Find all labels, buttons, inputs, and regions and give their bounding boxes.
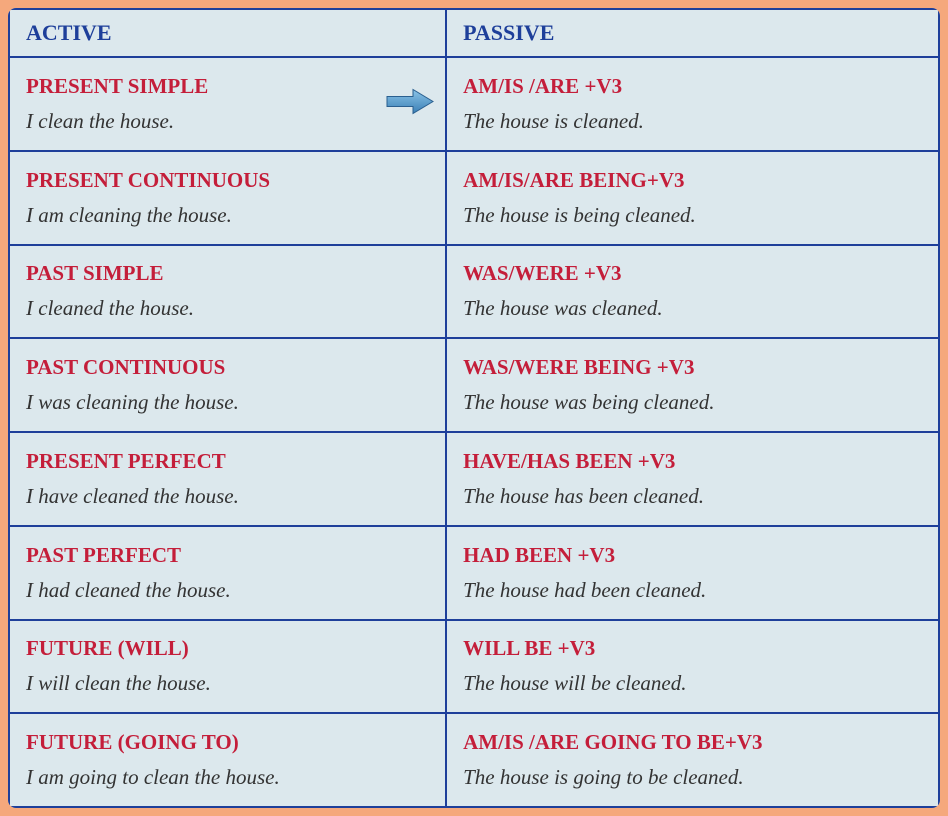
example-text: The house is cleaned.	[463, 109, 922, 134]
tense-label: AM/IS /ARE +V3	[463, 74, 922, 99]
table-row: PAST PERFECT I had cleaned the house. HA…	[9, 526, 939, 620]
passive-cell: WAS/WERE BEING +V3 The house was being c…	[446, 338, 939, 432]
example-text: I am cleaning the house.	[26, 203, 429, 228]
tense-label: AM/IS /ARE GOING TO BE+V3	[463, 730, 922, 755]
active-cell: FUTURE (WILL) I will clean the house.	[9, 620, 446, 714]
table-row: PAST CONTINUOUS I was cleaning the house…	[9, 338, 939, 432]
example-text: The house had been cleaned.	[463, 578, 922, 603]
tense-label: HAD BEEN +V3	[463, 543, 922, 568]
example-text: The house is going to be cleaned.	[463, 765, 922, 790]
example-text: I had cleaned the house.	[26, 578, 429, 603]
arrow-icon	[385, 86, 435, 121]
active-cell: PAST CONTINUOUS I was cleaning the house…	[9, 338, 446, 432]
active-cell: PRESENT PERFECT I have cleaned the house…	[9, 432, 446, 526]
active-cell: FUTURE (GOING TO) I am going to clean th…	[9, 713, 446, 807]
tense-label: FUTURE (GOING TO)	[26, 730, 429, 755]
tense-label: PAST SIMPLE	[26, 261, 429, 286]
example-text: The house will be cleaned.	[463, 671, 922, 696]
example-text: I cleaned the house.	[26, 296, 429, 321]
active-cell: PAST PERFECT I had cleaned the house.	[9, 526, 446, 620]
active-cell: PAST SIMPLE I cleaned the house.	[9, 245, 446, 339]
example-text: The house was being cleaned.	[463, 390, 922, 415]
example-text: The house is being cleaned.	[463, 203, 922, 228]
example-text: I was cleaning the house.	[26, 390, 429, 415]
tense-label: HAVE/HAS BEEN +V3	[463, 449, 922, 474]
active-cell: PRESENT SIMPLE I clean the house.	[9, 57, 446, 151]
tense-label: PAST CONTINUOUS	[26, 355, 429, 380]
table-row: PRESENT SIMPLE I clean the house.	[9, 57, 939, 151]
tense-label: FUTURE (WILL)	[26, 636, 429, 661]
example-text: I will clean the house.	[26, 671, 429, 696]
example-text: I am going to clean the house.	[26, 765, 429, 790]
grammar-table: ACTIVE PASSIVE PRESENT SIMPLE I clean th…	[8, 8, 940, 808]
table-row: PRESENT CONTINUOUS I am cleaning the hou…	[9, 151, 939, 245]
example-text: I clean the house.	[26, 109, 429, 134]
example-text: I have cleaned the house.	[26, 484, 429, 509]
header-passive: PASSIVE	[446, 9, 939, 57]
tense-label: WAS/WERE BEING +V3	[463, 355, 922, 380]
grammar-table-container: ACTIVE PASSIVE PRESENT SIMPLE I clean th…	[8, 8, 940, 808]
passive-cell: WILL BE +V3 The house will be cleaned.	[446, 620, 939, 714]
tense-label: PRESENT PERFECT	[26, 449, 429, 474]
example-text: The house has been cleaned.	[463, 484, 922, 509]
tense-label: AM/IS/ARE BEING+V3	[463, 168, 922, 193]
tense-label: PRESENT SIMPLE	[26, 74, 429, 99]
table-row: PRESENT PERFECT I have cleaned the house…	[9, 432, 939, 526]
header-row: ACTIVE PASSIVE	[9, 9, 939, 57]
passive-cell: HAVE/HAS BEEN +V3 The house has been cle…	[446, 432, 939, 526]
table-row: PAST SIMPLE I cleaned the house. WAS/WER…	[9, 245, 939, 339]
passive-cell: WAS/WERE +V3 The house was cleaned.	[446, 245, 939, 339]
tense-label: WILL BE +V3	[463, 636, 922, 661]
table-body: PRESENT SIMPLE I clean the house.	[9, 57, 939, 807]
header-active: ACTIVE	[9, 9, 446, 57]
active-cell: PRESENT CONTINUOUS I am cleaning the hou…	[9, 151, 446, 245]
passive-cell: AM/IS /ARE +V3 The house is cleaned.	[446, 57, 939, 151]
tense-label: PRESENT CONTINUOUS	[26, 168, 429, 193]
passive-cell: HAD BEEN +V3 The house had been cleaned.	[446, 526, 939, 620]
passive-cell: AM/IS/ARE BEING+V3 The house is being cl…	[446, 151, 939, 245]
table-row: FUTURE (GOING TO) I am going to clean th…	[9, 713, 939, 807]
passive-cell: AM/IS /ARE GOING TO BE+V3 The house is g…	[446, 713, 939, 807]
table-row: FUTURE (WILL) I will clean the house. WI…	[9, 620, 939, 714]
tense-label: WAS/WERE +V3	[463, 261, 922, 286]
tense-label: PAST PERFECT	[26, 543, 429, 568]
example-text: The house was cleaned.	[463, 296, 922, 321]
